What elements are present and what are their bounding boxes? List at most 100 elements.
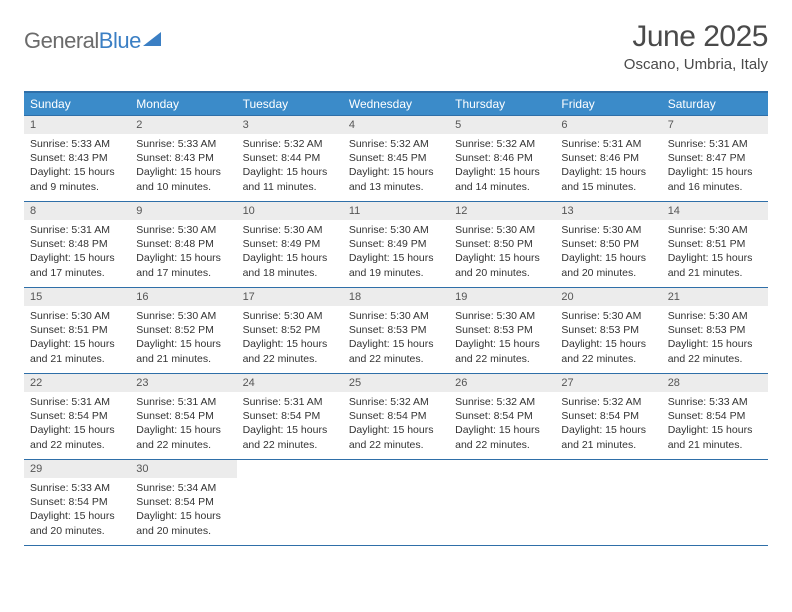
day-details: Sunrise: 5:30 AMSunset: 8:50 PMDaylight:…	[555, 220, 661, 286]
day-number: 29	[24, 460, 130, 478]
calendar-day-cell: 15Sunrise: 5:30 AMSunset: 8:51 PMDayligh…	[24, 288, 130, 374]
calendar-day-cell	[449, 460, 555, 546]
logo-text-blue: Blue	[99, 28, 141, 53]
calendar-day-cell: 11Sunrise: 5:30 AMSunset: 8:49 PMDayligh…	[343, 202, 449, 288]
day-details: Sunrise: 5:30 AMSunset: 8:51 PMDaylight:…	[24, 306, 130, 372]
day-number: 2	[130, 116, 236, 134]
calendar-day-cell: 23Sunrise: 5:31 AMSunset: 8:54 PMDayligh…	[130, 374, 236, 460]
day-details: Sunrise: 5:30 AMSunset: 8:51 PMDaylight:…	[662, 220, 768, 286]
weekday-header: Thursday	[449, 92, 555, 116]
day-details: Sunrise: 5:33 AMSunset: 8:43 PMDaylight:…	[24, 134, 130, 200]
weekday-header-row: Sunday Monday Tuesday Wednesday Thursday…	[24, 92, 768, 116]
day-details: Sunrise: 5:33 AMSunset: 8:54 PMDaylight:…	[662, 392, 768, 458]
calendar-day-cell: 20Sunrise: 5:30 AMSunset: 8:53 PMDayligh…	[555, 288, 661, 374]
calendar-day-cell: 9Sunrise: 5:30 AMSunset: 8:48 PMDaylight…	[130, 202, 236, 288]
calendar-day-cell	[343, 460, 449, 546]
calendar-day-cell: 27Sunrise: 5:32 AMSunset: 8:54 PMDayligh…	[555, 374, 661, 460]
calendar-day-cell: 1Sunrise: 5:33 AMSunset: 8:43 PMDaylight…	[24, 116, 130, 202]
logo-text-gray: General	[24, 28, 99, 53]
calendar-day-cell: 2Sunrise: 5:33 AMSunset: 8:43 PMDaylight…	[130, 116, 236, 202]
calendar-day-cell	[237, 460, 343, 546]
day-number: 19	[449, 288, 555, 306]
day-details: Sunrise: 5:32 AMSunset: 8:54 PMDaylight:…	[343, 392, 449, 458]
day-number: 27	[555, 374, 661, 392]
day-number: 7	[662, 116, 768, 134]
calendar-day-cell: 18Sunrise: 5:30 AMSunset: 8:53 PMDayligh…	[343, 288, 449, 374]
day-number: 24	[237, 374, 343, 392]
weekday-header: Monday	[130, 92, 236, 116]
day-details: Sunrise: 5:32 AMSunset: 8:44 PMDaylight:…	[237, 134, 343, 200]
day-details: Sunrise: 5:32 AMSunset: 8:54 PMDaylight:…	[449, 392, 555, 458]
calendar-day-cell: 16Sunrise: 5:30 AMSunset: 8:52 PMDayligh…	[130, 288, 236, 374]
day-details: Sunrise: 5:30 AMSunset: 8:53 PMDaylight:…	[343, 306, 449, 372]
day-details: Sunrise: 5:33 AMSunset: 8:54 PMDaylight:…	[24, 478, 130, 544]
calendar-day-cell: 21Sunrise: 5:30 AMSunset: 8:53 PMDayligh…	[662, 288, 768, 374]
day-number: 12	[449, 202, 555, 220]
day-number: 17	[237, 288, 343, 306]
calendar-day-cell: 4Sunrise: 5:32 AMSunset: 8:45 PMDaylight…	[343, 116, 449, 202]
calendar-day-cell: 3Sunrise: 5:32 AMSunset: 8:44 PMDaylight…	[237, 116, 343, 202]
calendar-day-cell: 13Sunrise: 5:30 AMSunset: 8:50 PMDayligh…	[555, 202, 661, 288]
calendar-day-cell: 17Sunrise: 5:30 AMSunset: 8:52 PMDayligh…	[237, 288, 343, 374]
day-number: 4	[343, 116, 449, 134]
day-number: 5	[449, 116, 555, 134]
day-details: Sunrise: 5:31 AMSunset: 8:54 PMDaylight:…	[130, 392, 236, 458]
calendar-day-cell	[555, 460, 661, 546]
day-details: Sunrise: 5:30 AMSunset: 8:53 PMDaylight:…	[662, 306, 768, 372]
calendar-week-row: 22Sunrise: 5:31 AMSunset: 8:54 PMDayligh…	[24, 374, 768, 460]
calendar-week-row: 15Sunrise: 5:30 AMSunset: 8:51 PMDayligh…	[24, 288, 768, 374]
calendar-day-cell	[662, 460, 768, 546]
weekday-header: Saturday	[662, 92, 768, 116]
day-details: Sunrise: 5:31 AMSunset: 8:46 PMDaylight:…	[555, 134, 661, 200]
day-number: 30	[130, 460, 236, 478]
location-text: Oscano, Umbria, Italy	[624, 56, 768, 73]
day-number: 3	[237, 116, 343, 134]
month-title: June 2025	[624, 20, 768, 54]
calendar-day-cell: 14Sunrise: 5:30 AMSunset: 8:51 PMDayligh…	[662, 202, 768, 288]
day-number: 20	[555, 288, 661, 306]
calendar-day-cell: 30Sunrise: 5:34 AMSunset: 8:54 PMDayligh…	[130, 460, 236, 546]
calendar-day-cell: 24Sunrise: 5:31 AMSunset: 8:54 PMDayligh…	[237, 374, 343, 460]
day-number: 21	[662, 288, 768, 306]
day-number: 11	[343, 202, 449, 220]
day-details: Sunrise: 5:32 AMSunset: 8:45 PMDaylight:…	[343, 134, 449, 200]
day-number: 25	[343, 374, 449, 392]
logo-triangle-icon	[143, 32, 161, 46]
weekday-header: Tuesday	[237, 92, 343, 116]
day-details: Sunrise: 5:30 AMSunset: 8:48 PMDaylight:…	[130, 220, 236, 286]
header-row: GeneralBlue June 2025 Oscano, Umbria, It…	[24, 20, 768, 73]
day-number: 6	[555, 116, 661, 134]
day-details: Sunrise: 5:32 AMSunset: 8:54 PMDaylight:…	[555, 392, 661, 458]
calendar-day-cell: 10Sunrise: 5:30 AMSunset: 8:49 PMDayligh…	[237, 202, 343, 288]
day-number: 15	[24, 288, 130, 306]
calendar-page: GeneralBlue June 2025 Oscano, Umbria, It…	[0, 0, 792, 566]
weekday-header: Sunday	[24, 92, 130, 116]
day-details: Sunrise: 5:30 AMSunset: 8:53 PMDaylight:…	[555, 306, 661, 372]
day-details: Sunrise: 5:30 AMSunset: 8:53 PMDaylight:…	[449, 306, 555, 372]
day-number: 8	[24, 202, 130, 220]
day-details: Sunrise: 5:31 AMSunset: 8:48 PMDaylight:…	[24, 220, 130, 286]
calendar-day-cell: 26Sunrise: 5:32 AMSunset: 8:54 PMDayligh…	[449, 374, 555, 460]
calendar-day-cell: 28Sunrise: 5:33 AMSunset: 8:54 PMDayligh…	[662, 374, 768, 460]
calendar-day-cell: 19Sunrise: 5:30 AMSunset: 8:53 PMDayligh…	[449, 288, 555, 374]
day-details: Sunrise: 5:30 AMSunset: 8:49 PMDaylight:…	[343, 220, 449, 286]
day-number: 23	[130, 374, 236, 392]
calendar-day-cell: 6Sunrise: 5:31 AMSunset: 8:46 PMDaylight…	[555, 116, 661, 202]
logo: GeneralBlue	[24, 28, 161, 54]
logo-text: GeneralBlue	[24, 28, 141, 54]
day-details: Sunrise: 5:33 AMSunset: 8:43 PMDaylight:…	[130, 134, 236, 200]
calendar-day-cell: 25Sunrise: 5:32 AMSunset: 8:54 PMDayligh…	[343, 374, 449, 460]
calendar-day-cell: 22Sunrise: 5:31 AMSunset: 8:54 PMDayligh…	[24, 374, 130, 460]
day-number: 28	[662, 374, 768, 392]
day-details: Sunrise: 5:30 AMSunset: 8:50 PMDaylight:…	[449, 220, 555, 286]
calendar-day-cell: 8Sunrise: 5:31 AMSunset: 8:48 PMDaylight…	[24, 202, 130, 288]
day-number: 10	[237, 202, 343, 220]
day-details: Sunrise: 5:31 AMSunset: 8:54 PMDaylight:…	[24, 392, 130, 458]
calendar-day-cell: 5Sunrise: 5:32 AMSunset: 8:46 PMDaylight…	[449, 116, 555, 202]
weekday-header: Wednesday	[343, 92, 449, 116]
day-number: 18	[343, 288, 449, 306]
day-number: 1	[24, 116, 130, 134]
day-number: 9	[130, 202, 236, 220]
day-number: 26	[449, 374, 555, 392]
day-details: Sunrise: 5:32 AMSunset: 8:46 PMDaylight:…	[449, 134, 555, 200]
